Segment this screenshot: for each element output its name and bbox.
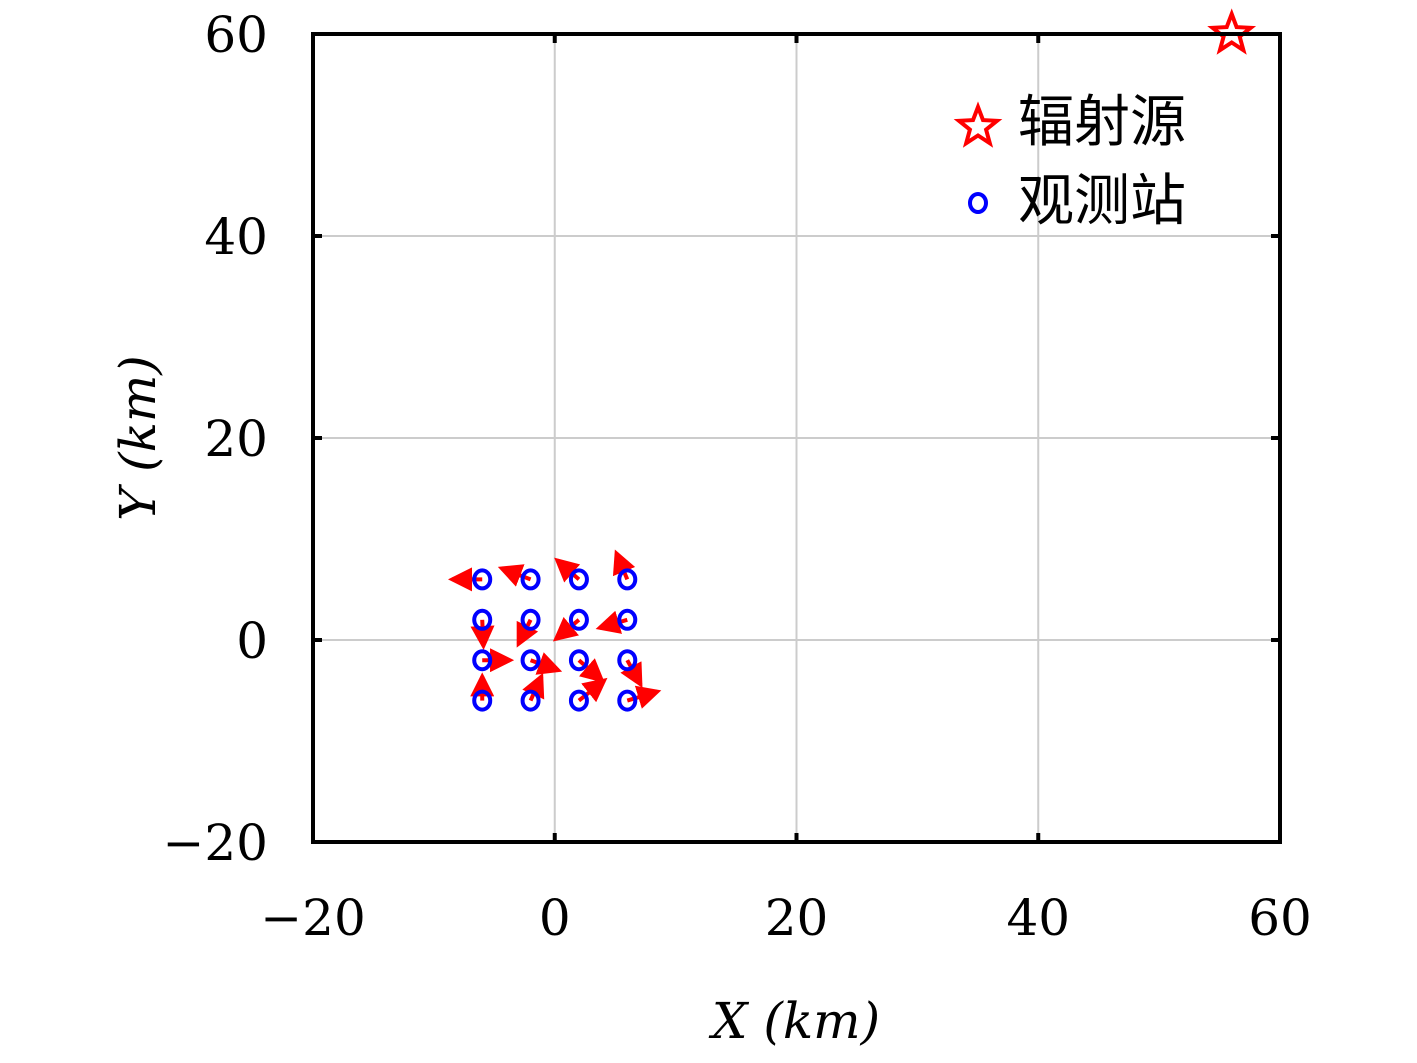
x-tick-label: 60 xyxy=(1248,889,1312,947)
station-circle-marker xyxy=(568,568,589,591)
velocity-arrow xyxy=(626,685,662,709)
y-tick-label: 60 xyxy=(204,6,268,64)
station-circle-marker xyxy=(617,649,638,672)
station-circle-marker xyxy=(617,568,638,591)
velocity-arrow xyxy=(529,652,563,675)
station-circle-marker xyxy=(472,608,493,631)
y-tick-label: 20 xyxy=(204,410,268,468)
velocity-arrow xyxy=(497,564,532,587)
y-tick-label: 0 xyxy=(236,612,268,670)
legend-star-shape xyxy=(953,101,1003,148)
velocity-arrow xyxy=(522,672,545,702)
station-circle-marker xyxy=(568,649,589,672)
legend-label-source: 辐射源 xyxy=(1018,90,1186,155)
legend-circle-icon xyxy=(968,192,988,214)
station-circle-marker xyxy=(617,689,638,712)
legend-label-stations: 观测站 xyxy=(1018,169,1186,234)
velocity-arrow xyxy=(577,677,608,703)
x-tick-label: 20 xyxy=(765,889,829,947)
velocity-arrow xyxy=(595,610,628,634)
station-circle-marker xyxy=(472,649,493,672)
velocity-arrow xyxy=(620,659,643,688)
x-tick-labels: −20 0 20 40 60 xyxy=(260,889,1312,947)
velocity-arrow xyxy=(612,549,636,581)
y-tick-label: 40 xyxy=(204,208,268,266)
station-circle-marker xyxy=(520,568,541,591)
velocity-arrow xyxy=(554,557,581,583)
axis-ticks xyxy=(311,32,1282,844)
station-circle-marker xyxy=(472,689,493,712)
station-circle-marker xyxy=(568,608,589,631)
station-circle-marker xyxy=(520,649,541,672)
velocity-arrow xyxy=(516,618,539,648)
velocity-arrow xyxy=(552,616,581,642)
legend-star-icon xyxy=(953,101,1003,148)
station-circle-marker xyxy=(568,689,589,712)
station-circle-marker xyxy=(520,689,541,712)
x-tick-label: 40 xyxy=(1006,889,1070,947)
velocity-arrow xyxy=(470,619,495,651)
velocity-arrows xyxy=(448,549,662,709)
y-tick-labels: −20 0 20 40 60 xyxy=(162,6,268,872)
legend-circle-shape xyxy=(968,192,988,214)
x-tick-label: −20 xyxy=(260,889,366,947)
station-circle-marker xyxy=(472,568,493,591)
data-markers xyxy=(472,8,1257,712)
station-circle-marker xyxy=(520,608,541,631)
y-axis-label: Y (km) xyxy=(109,355,167,521)
x-axis-label: X (km) xyxy=(708,992,880,1050)
x-tick-label: 0 xyxy=(539,889,571,947)
velocity-arrow xyxy=(577,658,605,684)
grid-lines xyxy=(312,33,1281,843)
source-star-marker xyxy=(1207,8,1257,55)
legend: 辐射源 观测站 xyxy=(953,90,1186,234)
y-tick-label: −20 xyxy=(162,814,268,872)
station-circle-marker xyxy=(617,608,638,631)
